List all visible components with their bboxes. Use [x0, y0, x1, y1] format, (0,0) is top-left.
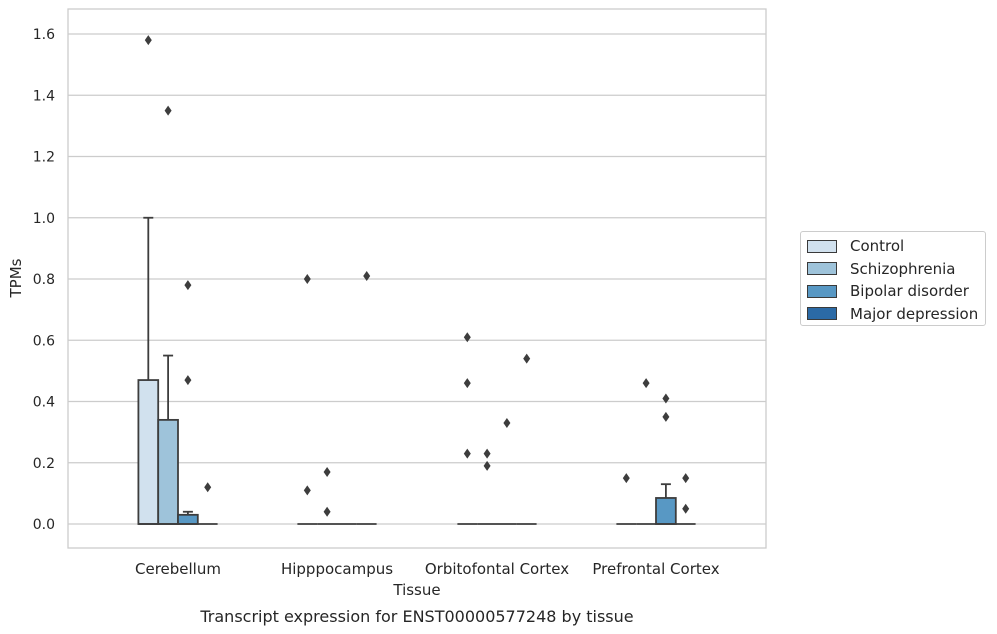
x-axis-label: Tissue	[392, 581, 440, 599]
y-tick-label: 1.0	[33, 211, 55, 227]
x-tick-label-cerebellum: Cerebellum	[135, 560, 221, 578]
outlier-point	[662, 411, 670, 422]
y-tick-labels: 0.0 0.2 0.4 0.6 0.8 1.0 1.2 1.4 1.6	[33, 27, 55, 533]
legend: Control Schizophrenia Bipolar disorder M…	[800, 231, 986, 326]
y-tick-label: 0.6	[33, 333, 55, 349]
y-tick-label: 0.4	[33, 395, 55, 411]
chart-title: Transcript expression for ENST0000057724…	[199, 607, 633, 626]
outlier-point	[363, 270, 371, 281]
x-tick-label-hipppocampus: Hipppocampus	[281, 560, 393, 578]
legend-swatch-major-depression	[807, 307, 837, 321]
outliers	[144, 35, 690, 517]
outlier-point	[184, 375, 192, 386]
legend-swatch-schizophrenia	[807, 262, 837, 276]
outlier-point	[483, 448, 491, 459]
legend-item-bipolar-disorder: Bipolar disorder	[807, 280, 985, 303]
outlier-point	[463, 378, 471, 389]
legend-swatch-bipolar-disorder	[807, 284, 837, 298]
outlier-point	[523, 353, 531, 364]
outlier-point	[463, 332, 471, 343]
box-body	[177, 513, 199, 525]
box-bipolar-disorder-cerebellum	[177, 510, 199, 525]
y-tick-label: 0.0	[33, 517, 55, 533]
legend-item-control: Control	[807, 235, 985, 258]
x-tick-labels: Cerebellum Hipppocampus Orbitofontal Corte…	[135, 560, 720, 578]
outlier-point	[323, 466, 331, 477]
box-body	[137, 379, 160, 525]
outlier-point	[323, 506, 331, 517]
outlier-point	[463, 448, 471, 459]
y-axis-label: TPMs	[7, 258, 25, 298]
legend-label-control: Control	[850, 237, 905, 256]
y-tick-label: 0.8	[33, 272, 55, 288]
outlier-point	[483, 460, 491, 471]
outlier-point	[204, 482, 212, 493]
outlier-point	[303, 274, 311, 284]
legend-swatch-control	[807, 239, 837, 253]
outlier-point	[184, 280, 192, 291]
legend-label-bipolar-disorder: Bipolar disorder	[850, 282, 969, 301]
x-tick-label-prefrontal-cortex: Prefrontal Cortex	[592, 560, 719, 578]
outlier-point	[622, 473, 630, 484]
legend-label-major-depression: Major depression	[850, 304, 979, 323]
outlier-point	[682, 473, 690, 484]
box-schizophrenia-cerebellum	[157, 354, 179, 525]
outlier-point	[642, 378, 650, 389]
y-tick-label: 1.2	[33, 150, 55, 166]
legend-label-schizophrenia: Schizophrenia	[850, 259, 956, 278]
outlier-point	[503, 417, 511, 428]
outlier-point	[144, 35, 152, 46]
boxes	[137, 216, 696, 525]
legend-item-major-depression: Major depression	[807, 303, 985, 326]
outlier-point	[682, 503, 690, 514]
x-tick-label-orbitofontal-cortex: Orbitofontal Cortex	[425, 560, 569, 578]
y-tick-label: 1.6	[33, 27, 55, 43]
box-body	[157, 418, 179, 525]
outlier-point	[164, 105, 172, 116]
box-bipolar-disorder-prefrontal-cortex	[655, 483, 677, 525]
box-body	[655, 497, 677, 525]
outlier-point	[662, 393, 670, 404]
y-tick-label: 0.2	[33, 456, 55, 472]
legend-item-schizophrenia: Schizophrenia	[807, 258, 985, 281]
y-tick-label: 1.4	[33, 88, 55, 104]
outlier-point	[303, 485, 311, 496]
